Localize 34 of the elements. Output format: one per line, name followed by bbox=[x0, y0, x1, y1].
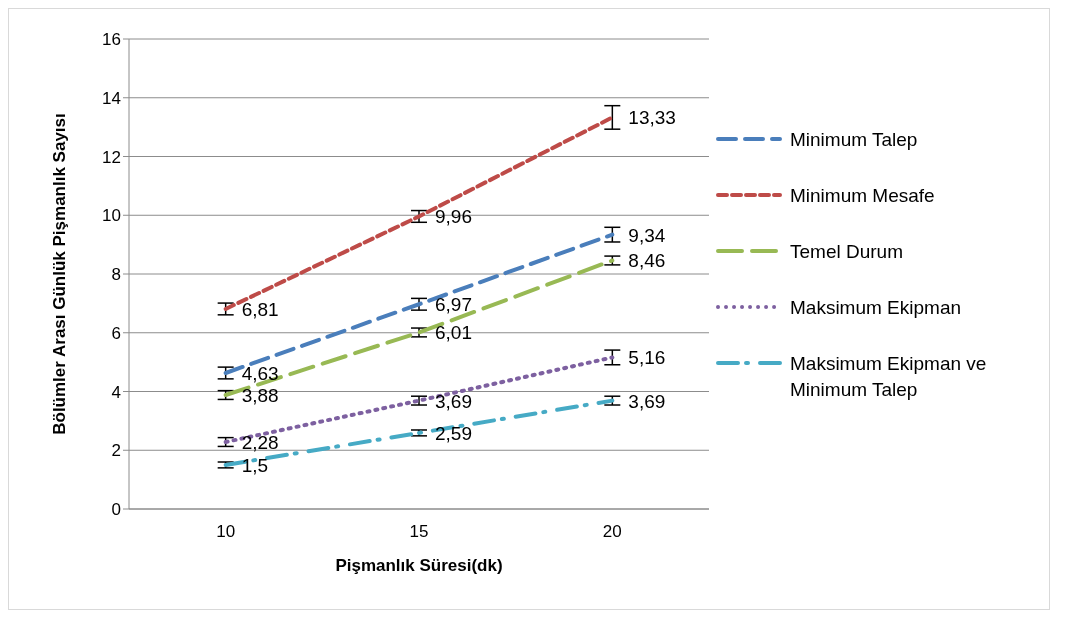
x-tick-label: 10 bbox=[216, 522, 236, 542]
data-label: 9,34 bbox=[628, 224, 666, 246]
legend-label: Temel Durum bbox=[790, 240, 903, 264]
legend-label: Minimum Mesafe bbox=[790, 184, 935, 208]
data-label: 6,81 bbox=[241, 298, 279, 320]
data-label: 4,63 bbox=[241, 362, 279, 384]
data-label: 2,59 bbox=[435, 422, 472, 444]
legend-label: Maksimum Ekipman ve Minimum Talep bbox=[790, 352, 988, 402]
legend-label: Minimum Talep bbox=[790, 128, 918, 152]
x-axis-title: Pişmanlık Süresi(dk) bbox=[335, 556, 503, 575]
data-label: 9,96 bbox=[435, 206, 472, 228]
y-axis-title: Bölümler Arası Günlük Pişmanlık Sayısı bbox=[50, 113, 70, 435]
x-tick-label: 20 bbox=[602, 522, 622, 542]
data-label: 1,5 bbox=[241, 454, 269, 476]
data-label: 13,33 bbox=[628, 107, 676, 129]
data-label: 6,01 bbox=[435, 322, 472, 344]
data-label: 3,69 bbox=[435, 390, 472, 412]
y-tick-label: 14 bbox=[102, 88, 121, 108]
y-tick-label: 16 bbox=[102, 30, 121, 50]
y-tick-label: 0 bbox=[111, 500, 121, 520]
y-tick-label: 6 bbox=[111, 323, 121, 343]
x-tick-label: 15 bbox=[409, 522, 429, 542]
data-label: 2,28 bbox=[241, 432, 279, 454]
y-tick-label: 10 bbox=[102, 206, 121, 226]
y-tick-label: 2 bbox=[111, 441, 121, 461]
data-label: 5,16 bbox=[628, 347, 666, 369]
y-tick-label: 4 bbox=[111, 382, 121, 402]
data-label: 3,69 bbox=[628, 390, 666, 412]
data-label: 6,97 bbox=[435, 294, 472, 316]
data-label: 8,46 bbox=[628, 250, 666, 272]
legend-label: Maksimum Ekipman bbox=[790, 296, 962, 320]
data-label: 3,88 bbox=[241, 385, 279, 407]
y-tick-label: 8 bbox=[111, 265, 121, 285]
y-tick-label: 12 bbox=[102, 147, 121, 167]
